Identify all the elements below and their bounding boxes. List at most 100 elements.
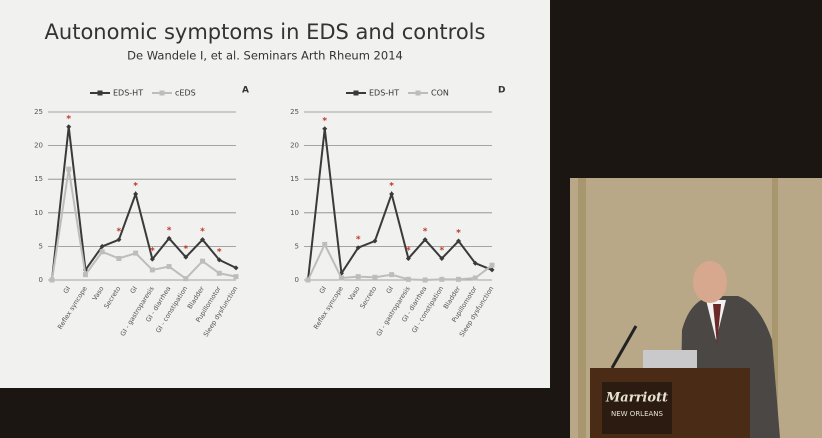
legend-label: CON (431, 89, 449, 98)
point (233, 274, 239, 280)
y-tick-label: 0 (39, 276, 43, 284)
x-tick-label: GI (385, 285, 396, 295)
point (422, 277, 428, 283)
point (439, 255, 445, 261)
y-tick-label: 5 (39, 242, 43, 250)
slide (0, 0, 550, 388)
point (166, 264, 172, 270)
point (456, 238, 462, 244)
podium-location: NEW ORLEANS (611, 410, 664, 418)
panel-label: D (498, 86, 505, 96)
x-tick-label: GI (129, 285, 140, 295)
point (149, 267, 155, 273)
point (99, 243, 105, 249)
tie (713, 304, 721, 345)
y-tick-label: 15 (34, 175, 43, 183)
y-tick-label: 25 (34, 108, 43, 116)
laptop (643, 350, 697, 372)
legend-marker (97, 90, 103, 96)
wall-panel (772, 178, 778, 438)
slide-subtitle: De Wandele I, et al. Seminars Arth Rheum… (127, 49, 403, 63)
point (472, 260, 478, 266)
significance-mark: * (66, 114, 71, 124)
point (133, 191, 139, 197)
point (305, 277, 311, 283)
y-tick-label: 10 (290, 209, 299, 217)
legend-label: cEDS (175, 89, 196, 98)
point (200, 258, 206, 264)
point (405, 255, 411, 261)
significance-mark: * (406, 246, 411, 256)
point (82, 272, 88, 278)
podium-brand: Marriott (605, 391, 668, 406)
speaker-head (693, 261, 727, 303)
point (183, 276, 189, 282)
significance-mark: * (389, 181, 394, 191)
significance-mark: * (167, 226, 172, 236)
x-tick-label: GI (318, 285, 329, 295)
significance-mark: * (200, 227, 205, 237)
legend-marker (353, 90, 359, 96)
significance-mark: * (133, 181, 138, 191)
point (233, 265, 239, 271)
point (322, 126, 328, 132)
y-tick-label: 20 (34, 142, 43, 150)
significance-mark: * (356, 235, 361, 245)
point (66, 166, 72, 172)
wall-panel (578, 178, 586, 438)
legend-marker (415, 90, 421, 96)
y-tick-label: 10 (34, 209, 43, 217)
significance-mark: * (217, 247, 222, 257)
point (49, 277, 55, 283)
point (116, 255, 122, 261)
series-line (51, 168, 237, 281)
point (322, 241, 328, 247)
significance-mark: * (322, 116, 327, 126)
microphone (610, 325, 638, 369)
point (389, 272, 395, 278)
point (405, 276, 411, 282)
point (200, 237, 206, 243)
point (149, 256, 155, 262)
significance-mark: * (183, 245, 188, 255)
series-line (51, 126, 237, 281)
significance-mark: * (150, 247, 155, 257)
point (355, 245, 361, 251)
y-tick-label: 25 (290, 108, 299, 116)
point (472, 275, 478, 281)
panel-label: A (242, 86, 249, 96)
point (489, 262, 495, 268)
y-tick-label: 15 (290, 175, 299, 183)
y-tick-label: 5 (295, 242, 299, 250)
point (216, 270, 222, 276)
legend-label: EDS-HT (113, 89, 143, 98)
podium-sign (602, 382, 672, 434)
point (338, 275, 344, 281)
point (389, 191, 395, 197)
significance-mark: * (117, 227, 122, 237)
point (489, 267, 495, 273)
point (355, 274, 361, 280)
point (216, 257, 222, 263)
point (372, 274, 378, 280)
point (372, 238, 378, 244)
legend-label: EDS-HT (369, 89, 399, 98)
point (422, 237, 428, 243)
y-tick-label: 20 (290, 142, 299, 150)
point (183, 254, 189, 260)
slide-title: Autonomic symptoms in EDS and controls (45, 20, 486, 44)
point (116, 237, 122, 243)
series-line (307, 128, 493, 281)
y-tick-label: 0 (295, 276, 299, 284)
point (166, 235, 172, 241)
significance-mark: * (423, 227, 428, 237)
significance-mark: * (439, 246, 444, 256)
point (66, 124, 72, 130)
x-tick-label: GI (62, 285, 73, 295)
point (456, 276, 462, 282)
series-line (307, 242, 493, 282)
significance-mark: * (456, 229, 461, 239)
point (133, 250, 139, 256)
